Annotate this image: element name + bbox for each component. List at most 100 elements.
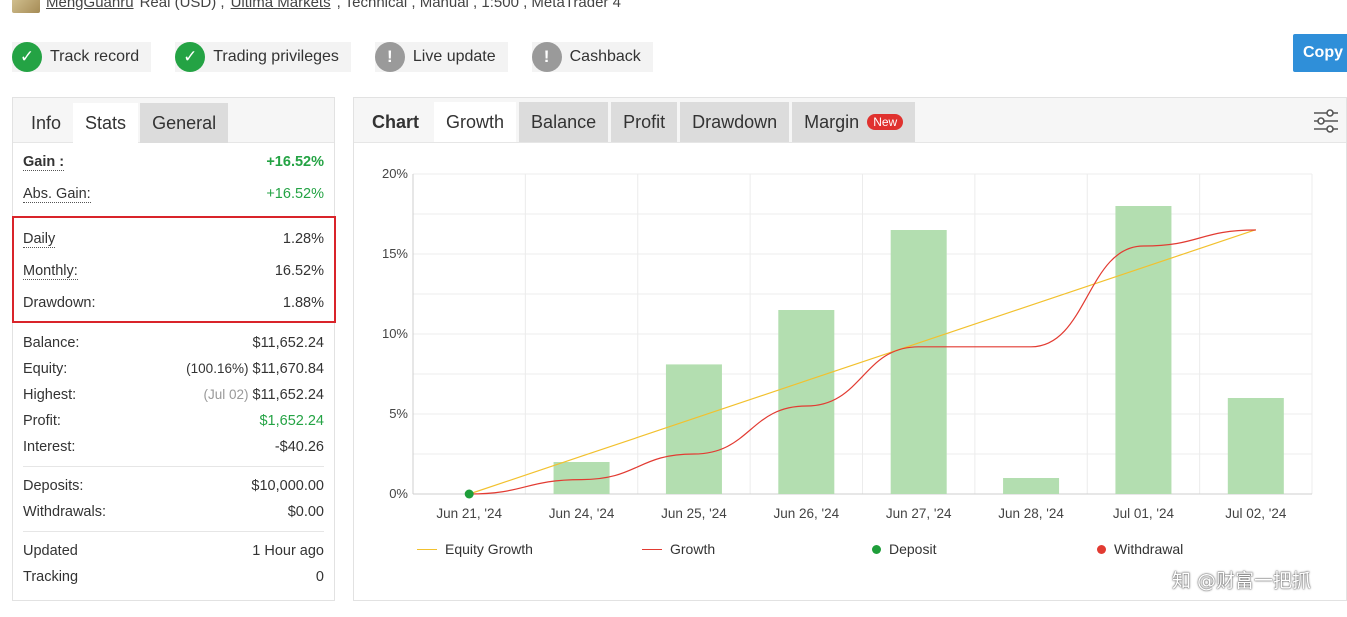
y-tick-label: 5% <box>389 406 408 421</box>
abs-gain-value: +16.52% <box>266 186 324 202</box>
x-tick-label: Jul 02, '24 <box>1225 506 1287 521</box>
x-tick-label: Jun 26, '24 <box>773 506 839 521</box>
daily-label[interactable]: Daily <box>23 230 56 248</box>
y-tick-label: 15% <box>382 246 408 261</box>
badge-track-record[interactable]: ✓ Track record <box>12 42 152 72</box>
profit-row: Profit: $1,652.24 <box>23 408 324 434</box>
gain-label[interactable]: Gain : <box>23 153 65 171</box>
deposits-value: $10,000.00 <box>251 478 324 494</box>
tab-growth[interactable]: Growth <box>434 102 517 142</box>
tab-stats[interactable]: Stats <box>73 103 139 143</box>
equity-row: Equity: (100.16%) $11,670.84 <box>23 356 324 382</box>
growth-bar <box>665 364 722 494</box>
growth-bar <box>1115 206 1172 494</box>
legend-deposit[interactable]: Deposit <box>872 541 936 557</box>
x-tick-label: Jun 21, '24 <box>436 506 502 521</box>
legend-label: Growth <box>670 541 716 557</box>
balance-label: Balance: <box>23 335 80 351</box>
chart-panel: Chart Growth Balance Profit Drawdown Mar… <box>353 97 1347 601</box>
balance-value: $11,652.24 <box>252 335 325 351</box>
chart-tabs: Chart Growth Balance Profit Drawdown Mar… <box>354 98 1346 143</box>
withdrawals-row: Withdrawals: $0.00 <box>23 499 324 525</box>
badge-trading-privileges[interactable]: ✓ Trading privileges <box>175 42 351 72</box>
divider <box>23 531 324 532</box>
badge-label: Cashback <box>569 48 641 65</box>
equity-values: (100.16%) $11,670.84 <box>186 361 324 377</box>
x-tick-label: Jun 24, '24 <box>549 506 615 521</box>
daily-row: Daily 1.28% <box>23 226 324 252</box>
abs-gain-row: Abs. Gain: +16.52% <box>23 181 324 207</box>
deposits-label: Deposits: <box>23 478 84 494</box>
legend-equity-growth[interactable]: Equity Growth <box>417 541 533 557</box>
left-tabs: Info Stats General <box>13 98 334 143</box>
legend-line-icon <box>417 548 437 550</box>
drawdown-label: Drawdown: <box>23 295 96 311</box>
updated-value: 1 Hour ago <box>252 543 324 559</box>
profit-value: $1,652.24 <box>259 413 324 429</box>
legend-dot-icon <box>1097 544 1106 554</box>
tab-chart[interactable]: Chart <box>372 111 420 132</box>
highest-date: (Jul 02) <box>203 387 249 402</box>
avatar[interactable] <box>12 0 40 13</box>
growth-bar <box>890 230 947 494</box>
y-tick-label: 20% <box>382 166 408 181</box>
interest-value: -$40.26 <box>274 439 324 455</box>
drawdown-row: Drawdown: 1.88% <box>23 290 324 316</box>
balance-row: Balance: $11,652.24 <box>23 330 324 356</box>
monthly-label[interactable]: Monthly: <box>23 262 78 280</box>
exclamation-icon: ! <box>531 42 562 72</box>
y-tick-label: 10% <box>382 326 408 341</box>
status-badges: ✓ Track record ✓ Trading privileges ! Li… <box>12 42 653 72</box>
growth-bar <box>1227 398 1284 494</box>
growth-bar <box>1003 478 1060 494</box>
equity-growth-line <box>468 229 1257 495</box>
withdrawals-label: Withdrawals: <box>23 504 106 520</box>
tracking-label: Tracking <box>23 569 79 585</box>
tab-info[interactable]: Info <box>31 112 62 133</box>
legend-label: Withdrawal <box>1114 541 1184 557</box>
account-type: Real (USD) , <box>139 0 225 11</box>
deposits-row: Deposits: $10,000.00 <box>23 473 324 499</box>
tab-balance[interactable]: Balance <box>519 102 609 142</box>
tab-drawdown[interactable]: Drawdown <box>680 102 790 142</box>
badge-label: Trading privileges <box>213 48 339 65</box>
watermark: 知 @财富一把抓 <box>1172 570 1312 592</box>
interest-row: Interest: -$40.26 <box>23 434 324 460</box>
check-icon: ✓ <box>12 42 42 72</box>
legend-growth[interactable]: Growth <box>642 541 715 557</box>
stats-list: Gain : +16.52% Abs. Gain: +16.52% Daily … <box>13 143 334 590</box>
settings-sliders-icon[interactable] <box>1312 108 1340 134</box>
x-tick-label: Jun 27, '24 <box>886 506 952 521</box>
divider <box>23 466 324 467</box>
legend-line-icon <box>642 548 662 550</box>
y-tick-label: 0% <box>389 486 408 501</box>
withdrawals-value: $0.00 <box>287 504 324 520</box>
growth-line <box>469 229 1256 495</box>
user-link[interactable]: MengGuanru <box>46 0 134 11</box>
broker-link[interactable]: Ultima Markets <box>230 0 331 11</box>
new-badge: New <box>867 114 904 130</box>
highest-row: Highest: (Jul 02) $11,652.24 <box>23 382 324 408</box>
tab-margin[interactable]: Margin New <box>792 102 916 142</box>
stats-panel: Info Stats General Gain : +16.52% Abs. G… <box>12 97 336 601</box>
equity-value: $11,670.84 <box>252 361 325 377</box>
x-tick-label: Jul 01, '24 <box>1113 506 1175 521</box>
updated-row: Updated 1 Hour ago <box>23 538 324 564</box>
legend-withdrawal[interactable]: Withdrawal <box>1097 541 1183 557</box>
badge-live-update[interactable]: ! Live update <box>374 42 508 72</box>
interest-label: Interest: <box>23 439 76 455</box>
chart-legend: Equity Growth Growth Deposit Withdrawal <box>414 541 1314 561</box>
tab-profit[interactable]: Profit <box>611 102 678 142</box>
legend-label: Equity Growth <box>445 541 533 557</box>
copy-button[interactable]: Copy <box>1293 34 1347 72</box>
exclamation-icon: ! <box>374 42 405 72</box>
badge-cashback[interactable]: ! Cashback <box>531 42 653 72</box>
abs-gain-label[interactable]: Abs. Gain: <box>23 185 91 203</box>
growth-bar <box>778 310 835 494</box>
tab-general[interactable]: General <box>140 103 229 143</box>
monthly-row: Monthly: 16.52% <box>23 258 324 284</box>
tracking-row: Tracking 0 <box>23 564 324 590</box>
tracking-value: 0 <box>315 569 324 585</box>
account-details: , Technical , Manual , 1:500 , MetaTrade… <box>336 0 621 11</box>
daily-value: 1.28% <box>282 231 324 247</box>
